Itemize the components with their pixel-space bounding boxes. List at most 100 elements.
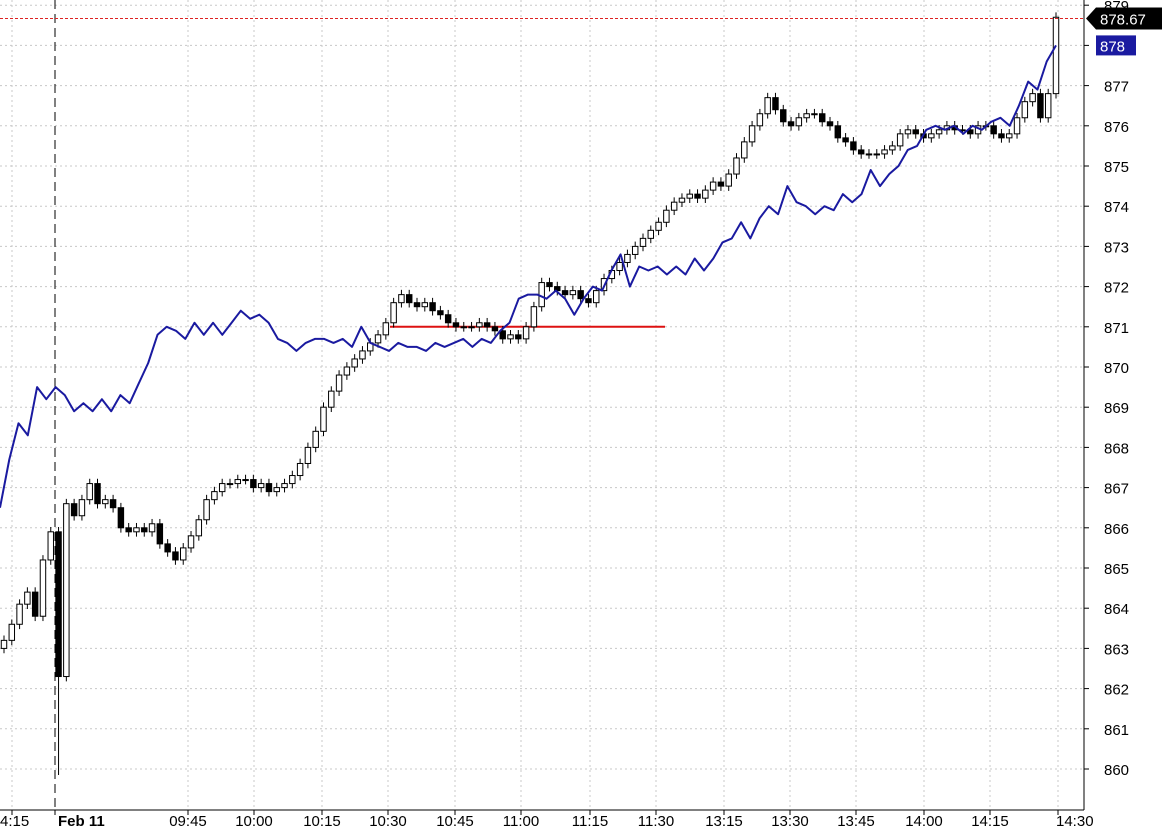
candle — [990, 120, 997, 139]
candle-body-down — [499, 330, 506, 340]
candle — [468, 321, 475, 332]
candle — [180, 543, 187, 565]
candle-body-up — [733, 157, 740, 175]
candle — [63, 498, 70, 682]
candle-body-up — [343, 366, 351, 376]
candle — [234, 474, 242, 489]
candle — [452, 317, 460, 332]
price-tags: 878.67 878 — [1086, 7, 1162, 56]
candle-body-up — [359, 350, 366, 360]
candle — [873, 149, 880, 159]
candle-body-up — [928, 133, 935, 139]
candle — [281, 478, 288, 493]
candle — [881, 145, 888, 159]
candle — [172, 547, 179, 565]
candle-body-down — [585, 298, 592, 304]
candle — [1052, 12, 1060, 99]
candle-body-up — [764, 97, 771, 115]
candle — [382, 317, 390, 340]
candle — [304, 442, 312, 469]
candle — [335, 370, 343, 396]
comparison-price-tag-bg — [1096, 35, 1136, 56]
candle-body-up — [593, 290, 600, 304]
x-tick-label: 14:30 — [1056, 813, 1094, 830]
candle-body-up — [624, 253, 631, 263]
x-tick-label: 10:30 — [369, 813, 407, 830]
candle-body-down — [117, 507, 125, 529]
candle-body-up — [522, 326, 530, 340]
last-price-tag-bg — [1086, 7, 1162, 30]
candle — [491, 321, 499, 336]
candle-body-up — [16, 603, 23, 625]
candle-body-up — [460, 326, 467, 329]
candle-body-down — [842, 137, 849, 143]
axes — [0, 0, 1089, 815]
candle — [709, 177, 717, 195]
candle-body-down — [444, 314, 452, 324]
candle — [421, 297, 429, 312]
candle — [24, 587, 31, 610]
candle — [733, 153, 740, 179]
candle — [631, 241, 639, 260]
last-price-tag: 878.67 — [1086, 7, 1162, 30]
candle-body-down — [967, 129, 974, 135]
last-price-tag-label: 878.67 — [1100, 11, 1146, 28]
candle-body-down — [172, 551, 179, 561]
candle — [678, 193, 686, 208]
grid — [0, 0, 1084, 810]
comparison-series-group — [0, 44, 1057, 508]
candle-body-up — [631, 245, 639, 255]
candle — [577, 285, 584, 304]
candle-body-up — [203, 499, 210, 521]
candle — [405, 289, 413, 308]
candle-body-down — [826, 121, 834, 127]
candle-body-up — [476, 322, 483, 328]
candle-body-down — [857, 149, 865, 155]
candle-body-up — [803, 113, 810, 119]
candle-body-up — [873, 153, 880, 156]
candle — [102, 494, 109, 509]
candle-body-up — [678, 197, 686, 203]
candle — [390, 297, 397, 328]
candle-body-up — [398, 294, 405, 304]
candle-body-up — [725, 173, 732, 187]
candle-body-down — [546, 282, 553, 288]
candle-body-up — [8, 623, 16, 641]
candle — [569, 285, 577, 300]
candle — [756, 108, 764, 131]
y-tick-label: 866 — [1104, 521, 1129, 538]
candle — [94, 478, 101, 509]
candle — [211, 486, 218, 505]
candle — [670, 197, 678, 216]
candle-body-up — [616, 261, 623, 272]
candle-body-up — [234, 479, 242, 485]
candle-body-up — [374, 334, 382, 344]
candle — [639, 233, 647, 252]
candle — [78, 494, 86, 521]
candle — [460, 321, 467, 332]
candle-body-up — [881, 149, 888, 155]
y-axis-labels: 860 861 862 863 864 865 866 867 868 869 870 871 872 8… — [1104, 0, 1129, 779]
candle — [8, 619, 16, 646]
candle — [125, 522, 132, 537]
candle-body-up — [312, 430, 319, 448]
candle — [826, 116, 834, 131]
candle-body-up — [102, 499, 109, 505]
candle — [483, 317, 491, 332]
candle-body-down — [265, 483, 273, 493]
candle-body-up — [468, 326, 475, 329]
comparison-price-tag-label: 878 — [1100, 38, 1125, 55]
candle — [47, 526, 54, 565]
candle-body-down — [483, 322, 491, 328]
candle-body-down — [780, 109, 787, 123]
candle-body-up — [148, 523, 156, 533]
candle-body-up — [86, 483, 93, 501]
candle-body-up — [663, 209, 670, 223]
candle — [896, 129, 904, 151]
candle — [398, 289, 405, 308]
y-tick-label: 863 — [1104, 641, 1129, 658]
candle — [195, 514, 203, 541]
candle — [296, 458, 304, 481]
